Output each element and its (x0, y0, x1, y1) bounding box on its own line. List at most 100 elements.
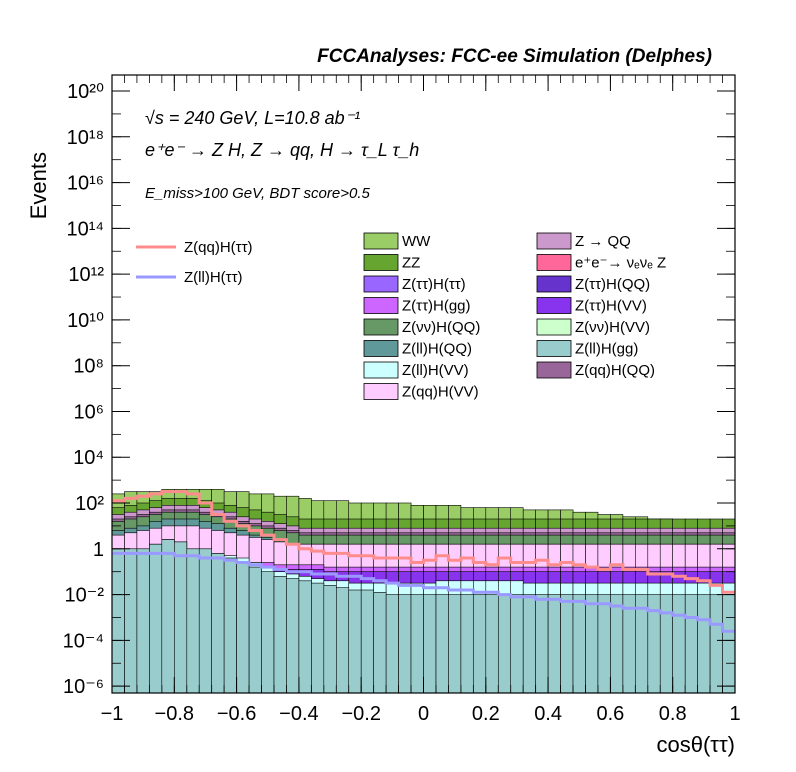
annotation-cuts: E_miss>100 GeV, BDT score>0.5 (145, 185, 370, 202)
y-tick-label: 10¹⁸ (67, 127, 104, 149)
legend-signal-label: Z(ll)H(ττ) (184, 269, 243, 286)
x-tick-label: −0.6 (217, 703, 256, 725)
y-tick-label: 10¹² (68, 264, 104, 286)
x-tick-label: 0 (418, 703, 429, 725)
stack-bin (373, 591, 387, 694)
legend-fill-swatch (363, 232, 399, 250)
annotation-process: e⁺e⁻ → Z H, Z → qq, H → τ_L τ_h (145, 140, 419, 160)
x-tick-label: 0.6 (596, 703, 624, 725)
stack-bin (497, 594, 512, 694)
legend-background-label: Z(ττ)H(ττ) (402, 276, 466, 293)
legend-background-label: Z(ττ)H(QQ) (575, 276, 650, 293)
y-tick-label: 10⁴ (73, 447, 104, 469)
y-tick-label: 10⁻⁴ (63, 630, 104, 652)
stack-bin (697, 594, 711, 694)
legend-background-label: e⁺e⁻→ νₑνₑ Z (575, 255, 666, 272)
stack-bin (360, 589, 375, 694)
x-tick-label: −0.2 (341, 703, 380, 725)
y-tick-label: 10⁶ (74, 401, 104, 423)
signal-z-qq-h- (112, 490, 735, 594)
stack-bin (485, 594, 499, 694)
legend-background-label: Z(νν)H(QQ) (402, 319, 480, 336)
legend-background-label: Z → QQ (575, 233, 631, 250)
annotation-energy: √s = 240 GeV, L=10.8 ab⁻¹ (145, 108, 360, 128)
stack-bin (610, 594, 624, 694)
y-tick-label: 10² (75, 493, 104, 515)
stack-bin (684, 594, 699, 694)
stack-bin (522, 594, 537, 694)
legend-signal-label: Z(qq)H(ττ) (184, 239, 253, 256)
y-tick-label: 10²⁰ (67, 81, 104, 103)
stack-bin (423, 594, 437, 694)
stack-bin (547, 594, 561, 694)
chart-header-title: FCCAnalyses: FCC-ee Simulation (Delphes) (317, 46, 712, 67)
legend-fill-swatch (363, 275, 399, 293)
stacked-backgrounds (111, 488, 736, 694)
legend-background-label: Z(qq)H(VV) (402, 384, 479, 401)
legend-fill-swatch (363, 383, 399, 400)
stack-bin (111, 548, 125, 694)
y-axis-label: Events (26, 152, 51, 219)
stack-bin (223, 557, 237, 694)
legend-fill-swatch (363, 254, 399, 271)
y-tick-label: 10⁸ (73, 356, 104, 378)
stack-bin (435, 594, 449, 694)
x-tick-label: 0.2 (472, 703, 500, 725)
y-tick-label: 10¹⁶ (67, 173, 104, 195)
stack-bin (572, 594, 586, 694)
stack-bin (149, 543, 163, 694)
x-tick-label: −0.4 (279, 703, 318, 725)
legend-fill-swatch (536, 275, 572, 293)
x-axis-label: cosθ(ττ) (656, 732, 735, 757)
legend-fill-swatch (536, 232, 572, 250)
stack-bin (348, 589, 362, 694)
legend-background-label: WW (402, 233, 431, 250)
x-tick-label: −1 (101, 703, 124, 725)
stack-bin (124, 548, 138, 694)
stack-bin (323, 585, 337, 694)
legend-background-label: ZZ (402, 255, 420, 272)
stack-bin (385, 594, 399, 694)
stack-bin (472, 594, 487, 694)
stack-bin (335, 587, 350, 694)
stack-bin (161, 539, 175, 694)
stack-bin (198, 548, 212, 694)
axes: −1 −0.8 −0.6 −0.4 −0.2 0 0.2 0.4 0.6 0.8 1 10⁻⁶ 10⁻⁴… (63, 74, 741, 725)
legend-background-label: Z(ll)H(VV) (402, 362, 469, 379)
legend-fill-swatch (536, 340, 572, 357)
legend-fill-swatch (536, 318, 572, 336)
y-tick-label: 10⁻² (65, 585, 105, 607)
stack-bin (709, 594, 723, 694)
legend-fill-swatch (363, 318, 399, 336)
y-tick-label: 1 (93, 539, 104, 561)
signal-curves (112, 490, 735, 633)
stack-bin (560, 594, 574, 694)
legend-fill-swatch (536, 297, 572, 314)
stack-bin (311, 582, 325, 694)
legend-fill-swatch (536, 254, 572, 271)
x-tick-label: 0.4 (534, 703, 562, 725)
stack-bin (186, 548, 200, 694)
stack-bin (510, 594, 524, 694)
stack-bin (286, 578, 300, 694)
signal-z-ll-h- (112, 551, 735, 633)
legend-background-label: Z(ττ)H(gg) (402, 298, 471, 315)
y-tick-label: 10⁻⁶ (63, 676, 104, 698)
stack-bin (535, 594, 549, 694)
legend-fill-swatch (363, 340, 399, 357)
stack-bin (585, 594, 599, 694)
stack-bin (236, 562, 250, 694)
legend-background-label: Z(ll)H(gg) (575, 341, 638, 358)
stack-bin (261, 571, 275, 694)
y-tick-label: 10¹⁰ (67, 310, 104, 332)
x-tick-label: 1 (729, 703, 740, 725)
stack-bin (211, 553, 225, 694)
stack-bin (460, 594, 474, 694)
x-tick-label: −0.8 (155, 703, 194, 725)
stack-bin (597, 594, 611, 694)
stack-bin (722, 594, 736, 694)
stack-bin (273, 575, 287, 694)
legend-fill-swatch (363, 297, 399, 314)
stack-bin (410, 594, 424, 694)
